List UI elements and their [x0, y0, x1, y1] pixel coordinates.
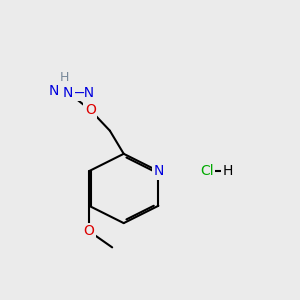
Text: Cl: Cl	[200, 164, 214, 178]
Text: O: O	[84, 224, 94, 238]
Text: —N: —N	[70, 85, 95, 100]
Text: N: N	[49, 84, 59, 98]
Text: N: N	[63, 85, 74, 100]
Text: H: H	[60, 71, 70, 84]
Text: N: N	[153, 164, 164, 178]
Text: O: O	[85, 103, 96, 117]
Text: H: H	[223, 164, 233, 178]
